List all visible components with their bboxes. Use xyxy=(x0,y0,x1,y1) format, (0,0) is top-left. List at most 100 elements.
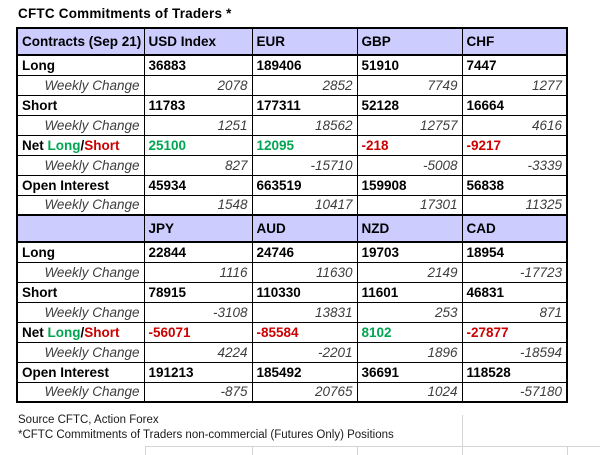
row-label: Long xyxy=(16,241,145,263)
column-header-aud: AUD xyxy=(251,214,358,243)
column-header-jpy: JPY xyxy=(143,214,253,243)
table-row: Short 78915 110330 11601 46831 xyxy=(16,281,568,303)
cell-value: 20765 xyxy=(251,381,358,403)
cell-value: 24746 xyxy=(251,241,358,263)
row-label-part: Short xyxy=(84,324,120,340)
cell-value: -85584 xyxy=(251,321,358,343)
cell-value: 11325 xyxy=(461,194,568,216)
spreadsheet-gridline xyxy=(145,446,600,447)
cell-value: 4616 xyxy=(461,114,568,136)
footnote: *CFTC Commitments of Traders non-commerc… xyxy=(18,429,394,441)
spreadsheet-gridline xyxy=(145,446,146,455)
cot-table-body: Contracts (Sep 21) USD Index EUR GBP CHF Long… xyxy=(16,27,568,403)
row-label: Weekly Change xyxy=(16,154,145,176)
row-label-part: Net xyxy=(22,324,48,340)
cell-value: 11783 xyxy=(143,94,253,116)
cell-value: 1116 xyxy=(143,261,253,283)
cot-table: Contracts (Sep 21) USD Index EUR GBP CHF Long… xyxy=(16,27,568,403)
row-label: Weekly Change xyxy=(16,74,145,96)
column-header-chf: CHF xyxy=(461,27,568,56)
row-label: Open Interest xyxy=(16,361,145,383)
table-row: Weekly Change 4224 -2201 1896 -18594 xyxy=(16,341,568,363)
cell-value: 78915 xyxy=(143,281,253,303)
cell-value: 16664 xyxy=(461,94,568,116)
cell-value: 2078 xyxy=(143,74,253,96)
row-label-part: Long xyxy=(47,137,81,153)
table-row: Weekly Change -3108 13831 253 871 xyxy=(16,301,568,323)
table-row: Short 11783 177311 52128 16664 xyxy=(16,94,568,116)
spreadsheet-gridline xyxy=(252,446,253,455)
table-row: Long 22844 24746 19703 18954 xyxy=(16,241,568,263)
cell-value: 110330 xyxy=(251,281,358,303)
cell-value: 7447 xyxy=(461,54,568,76)
cell-value: 18954 xyxy=(461,241,568,263)
cell-value: 51910 xyxy=(356,54,463,76)
cell-value: 663519 xyxy=(251,174,358,196)
table-row: Weekly Change 827 -15710 -5008 -3339 xyxy=(16,154,568,176)
cell-value: 2852 xyxy=(251,74,358,96)
cell-value: -17723 xyxy=(461,261,568,283)
table-row: Long 36883 189406 51910 7447 xyxy=(16,54,568,76)
cell-value: 36691 xyxy=(356,361,463,383)
spreadsheet-gridline xyxy=(567,446,568,455)
row-label-part: / xyxy=(80,324,85,340)
cell-value: 189406 xyxy=(251,54,358,76)
row-label-part: Net xyxy=(22,137,48,153)
row-label: Weekly Change xyxy=(16,261,145,283)
cell-value: 118528 xyxy=(461,361,568,383)
table-row: Net Long/Short 25100 12095 -218 -9217 xyxy=(16,134,568,156)
column-header-eur: EUR xyxy=(251,27,358,56)
table-row: Net Long/Short -56071 -85584 8102 -27877 xyxy=(16,321,568,343)
row-label-header: Contracts (Sep 21) xyxy=(16,27,145,56)
page-title: CFTC Commitments of Traders * xyxy=(18,6,232,21)
table-row: Weekly Change -875 20765 1024 -57180 xyxy=(16,381,568,403)
column-header-usd-index: USD Index xyxy=(143,27,253,56)
cell-value: 191213 xyxy=(143,361,253,383)
cell-value: 22844 xyxy=(143,241,253,263)
cell-value: 1896 xyxy=(356,341,463,363)
table-row: Weekly Change 1116 11630 2149 -17723 xyxy=(16,261,568,283)
row-label-part: Short xyxy=(84,137,120,153)
cell-value: -27877 xyxy=(461,321,568,343)
cell-value: 36883 xyxy=(143,54,253,76)
spreadsheet-gridline xyxy=(357,446,358,455)
row-label-part: / xyxy=(80,137,85,153)
cell-value: 25100 xyxy=(143,134,253,156)
cell-value: 827 xyxy=(143,154,253,176)
section-header-row: Contracts (Sep 21) USD Index EUR GBP CHF xyxy=(16,27,568,56)
row-label: Weekly Change xyxy=(16,114,145,136)
cell-value: -57180 xyxy=(461,381,568,403)
column-header-nzd: NZD xyxy=(356,214,463,243)
cell-value: 12757 xyxy=(356,114,463,136)
cell-value: 13831 xyxy=(251,301,358,323)
cell-value: 17301 xyxy=(356,194,463,216)
cell-value: 12095 xyxy=(251,134,358,156)
cell-value: 45934 xyxy=(143,174,253,196)
cell-value: 11630 xyxy=(251,261,358,283)
cell-value: -3339 xyxy=(461,154,568,176)
cell-value: -56071 xyxy=(143,321,253,343)
cell-value: 1548 xyxy=(143,194,253,216)
source-note: Source CFTC, Action Forex xyxy=(18,414,159,426)
cell-value: -5008 xyxy=(356,154,463,176)
cell-value: 10417 xyxy=(251,194,358,216)
table-row: Open Interest 45934 663519 159908 56838 xyxy=(16,174,568,196)
cell-value: 7749 xyxy=(356,74,463,96)
cell-value: -2201 xyxy=(251,341,358,363)
cell-value: 8102 xyxy=(356,321,463,343)
row-label: Open Interest xyxy=(16,174,145,196)
table-row: Weekly Change 1548 10417 17301 11325 xyxy=(16,194,568,216)
row-label: Net Long/Short xyxy=(16,321,145,343)
row-label: Net Long/Short xyxy=(16,134,145,156)
row-label: Weekly Change xyxy=(16,381,145,403)
table-row: Weekly Change 2078 2852 7749 1277 xyxy=(16,74,568,96)
cell-value: 1251 xyxy=(143,114,253,136)
row-label: Long xyxy=(16,54,145,76)
row-label: Short xyxy=(16,281,145,303)
cell-value: -875 xyxy=(143,381,253,403)
row-label: Short xyxy=(16,94,145,116)
cell-value: 253 xyxy=(356,301,463,323)
column-header-gbp: GBP xyxy=(356,27,463,56)
cell-value: 56838 xyxy=(461,174,568,196)
